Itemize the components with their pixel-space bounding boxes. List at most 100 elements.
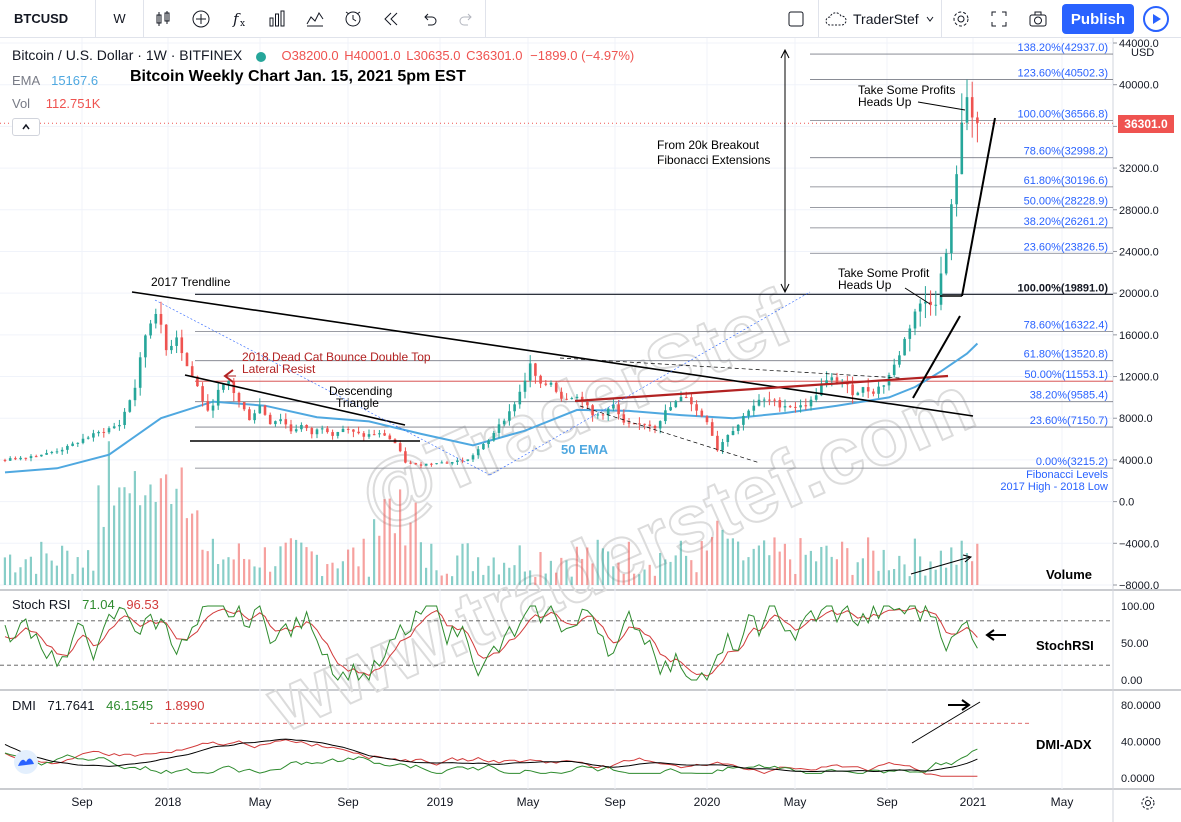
volume-bar [799,538,802,585]
volume-legend[interactable]: Vol 112.751K [12,96,100,111]
candle-body [305,425,308,429]
volume-bar [804,554,807,585]
collapse-legend-button[interactable] [12,118,40,136]
candle-body [518,391,522,405]
volume-bar [908,576,911,585]
symbol-title: Bitcoin / U.S. Dollar · 1W · BITFINEX [12,47,243,63]
financials-icon[interactable] [258,0,296,38]
candle-body [211,405,215,411]
candle-body [222,384,225,390]
candle-body [565,398,568,400]
candles-icon[interactable] [144,0,182,38]
redo-icon[interactable] [448,0,486,38]
templates-icon[interactable] [296,0,334,38]
volume-bar [737,541,740,585]
candle-body [690,397,693,405]
candle-body [24,457,28,459]
volume-bar [726,538,729,585]
alert-clock-icon[interactable] [334,0,372,38]
gear-icon[interactable] [1138,793,1158,813]
volume-bar [471,571,474,585]
layout-select-icon[interactable] [777,0,815,38]
candle-body [300,425,303,430]
volume-bar [929,561,932,585]
camera-icon[interactable] [1019,0,1057,38]
volume-bar [643,569,646,585]
candle-body [190,366,194,377]
volume-bar [118,487,121,585]
candle-body [40,454,43,457]
candle-body [170,345,173,351]
fib-level-label: 38.20%(9585.4) [1030,390,1108,402]
ema-legend[interactable]: EMA 15167.6 [12,73,98,88]
stochrsi-legend[interactable]: Stoch RSI 71.04 96.53 [12,597,159,612]
profit-top-annotation: Take Some Profits [858,83,955,97]
dmi-minus-value: 1.8990 [164,698,205,713]
dmi-minus-line [4,739,978,777]
gear-icon[interactable] [942,0,980,38]
candle-body [55,451,59,453]
dotted-channel-line [489,291,811,476]
fullscreen-icon[interactable] [980,0,1018,38]
volume-bar [466,543,469,585]
volume-bar [945,567,948,585]
symbol-search-button[interactable]: BTCUSD [0,0,96,38]
market-status-dot [255,51,266,62]
play-icon[interactable] [1143,6,1169,32]
candle-body [804,405,808,407]
user-layout-menu[interactable]: TraderStef [818,0,942,38]
undo-icon[interactable] [410,0,448,38]
candle-body [357,431,360,434]
cloud-icon [825,12,847,26]
candle-body [326,428,329,433]
candle-body [606,408,610,416]
replay-icon[interactable] [372,0,410,38]
candle-body [66,445,69,450]
x-tick-label: 2019 [427,795,454,809]
candle-body [783,406,787,408]
candle-body [180,337,184,354]
publish-button[interactable]: Publish [1062,4,1134,34]
volume-bar [913,538,916,585]
fib-level-label: 78.60%(32998.2) [1024,146,1108,158]
y-tick-label: 24000.0 [1119,246,1159,258]
candle-body [757,399,761,406]
vol-label: Vol [12,96,31,111]
dmi-legend[interactable]: DMI 71.7641 46.1545 1.8990 [12,698,204,713]
candle-body [882,385,886,387]
volume-bar [92,570,95,585]
volume-bar [373,519,376,585]
last-price-tag: 36301.0 [1118,115,1174,133]
volume-bar [549,560,552,585]
x-tick-label: May [1051,795,1074,809]
candle-body [872,391,875,394]
x-tick-label: 2021 [960,795,987,809]
volume-bar [440,575,443,585]
volume-bar [924,575,927,585]
candle-body [918,303,922,312]
stochrsi-d: 96.53 [126,597,159,612]
dmi-tick-label: 40.0000 [1121,737,1161,749]
volume-bar [107,441,110,585]
candle-body [149,323,152,336]
dmi-tag: DMI-ADX [1036,737,1092,752]
fib-level-label: 50.00%(11553.1) [1024,369,1108,381]
candle-body [913,311,917,329]
candle-body [892,364,896,376]
lateral-resist-line [574,374,949,403]
volume-bar [565,560,568,585]
candle-body [866,387,870,392]
candle-body [627,422,631,424]
interval-button[interactable]: W [96,0,144,38]
volume-bar [898,555,901,585]
volume-bar [882,549,885,585]
volume-bar [809,550,812,585]
compare-add-icon[interactable] [182,0,220,38]
stochrsi-k: 71.04 [82,597,115,612]
candle-body [939,273,943,305]
candle-body [107,428,111,433]
volume-bar [409,522,412,585]
volume-bar [300,542,303,585]
